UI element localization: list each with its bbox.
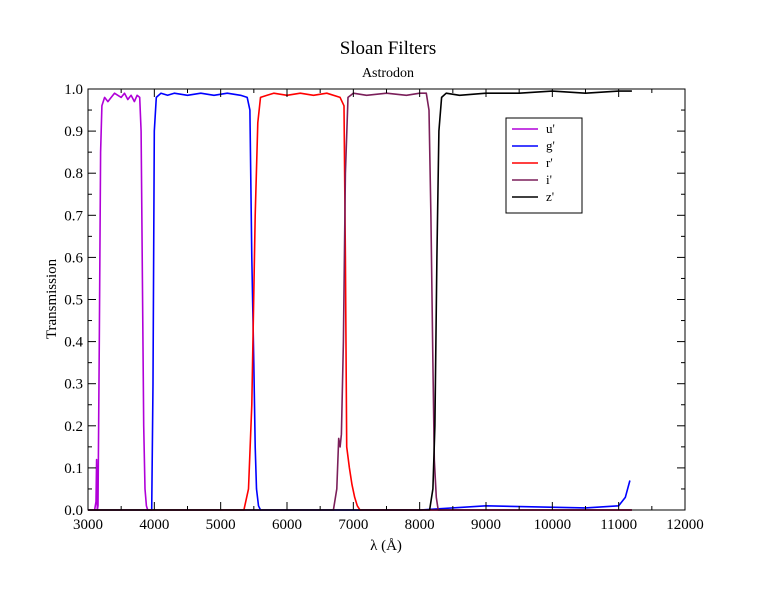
plot-frame <box>87 88 686 511</box>
chart-subtitle: Astrodon <box>362 66 414 81</box>
y-axis: 0.0 0.1 0.2 0.3 0.4 0.5 0.6 0.7 0.8 0.9 1.0 <box>64 82 685 519</box>
x-axis: 3000 4000 5000 6000 7000 8000 9000 10000 11000 12… <box>73 89 704 533</box>
series-line-1 <box>93 92 632 511</box>
legend-label: i' <box>546 172 552 187</box>
series-line-3 <box>88 92 632 511</box>
y-tick-label: 1.0 <box>64 82 83 98</box>
series-layer <box>88 90 632 511</box>
legend-label: z' <box>546 189 554 204</box>
y-tick-label: 0.3 <box>64 377 83 393</box>
x-tick-label: 3000 <box>73 517 103 533</box>
legend-box <box>505 117 583 214</box>
legend-label: r' <box>546 155 553 170</box>
x-tick-label: 11000 <box>600 517 637 533</box>
x-tick-label: 12000 <box>666 517 704 533</box>
series-line-2 <box>88 92 631 511</box>
x-tick-label: 5000 <box>206 517 236 533</box>
legend-label: g' <box>546 138 555 153</box>
y-tick-label: 0.1 <box>64 461 83 477</box>
series-line-5 <box>88 90 632 511</box>
y-tick-label: 0.4 <box>64 335 83 351</box>
y-tick-label: 0.9 <box>64 124 83 140</box>
x-tick-label: 6000 <box>272 517 302 533</box>
y-tick-label: 0.6 <box>64 250 83 266</box>
y-tick-label: 0.7 <box>64 208 83 224</box>
legend-label: u' <box>546 121 555 136</box>
x-tick-label: 7000 <box>338 517 368 533</box>
y-tick-label: 0.5 <box>64 293 83 309</box>
y-tick-label: 0.0 <box>64 503 83 519</box>
x-tick-label: 9000 <box>471 517 501 533</box>
x-tick-label: 8000 <box>405 517 435 533</box>
y-tick-label: 0.2 <box>64 419 83 435</box>
y-tick-label: 0.8 <box>64 166 83 182</box>
chart-title: Sloan Filters <box>340 38 437 59</box>
x-axis-label: λ (Å) <box>370 538 402 554</box>
x-tick-label: 10000 <box>534 517 572 533</box>
x-tick-label: 4000 <box>139 517 169 533</box>
series-line-4 <box>88 92 632 511</box>
y-axis-label: Transmission <box>44 258 60 339</box>
legend: u' g' r' i' z' <box>505 117 583 214</box>
